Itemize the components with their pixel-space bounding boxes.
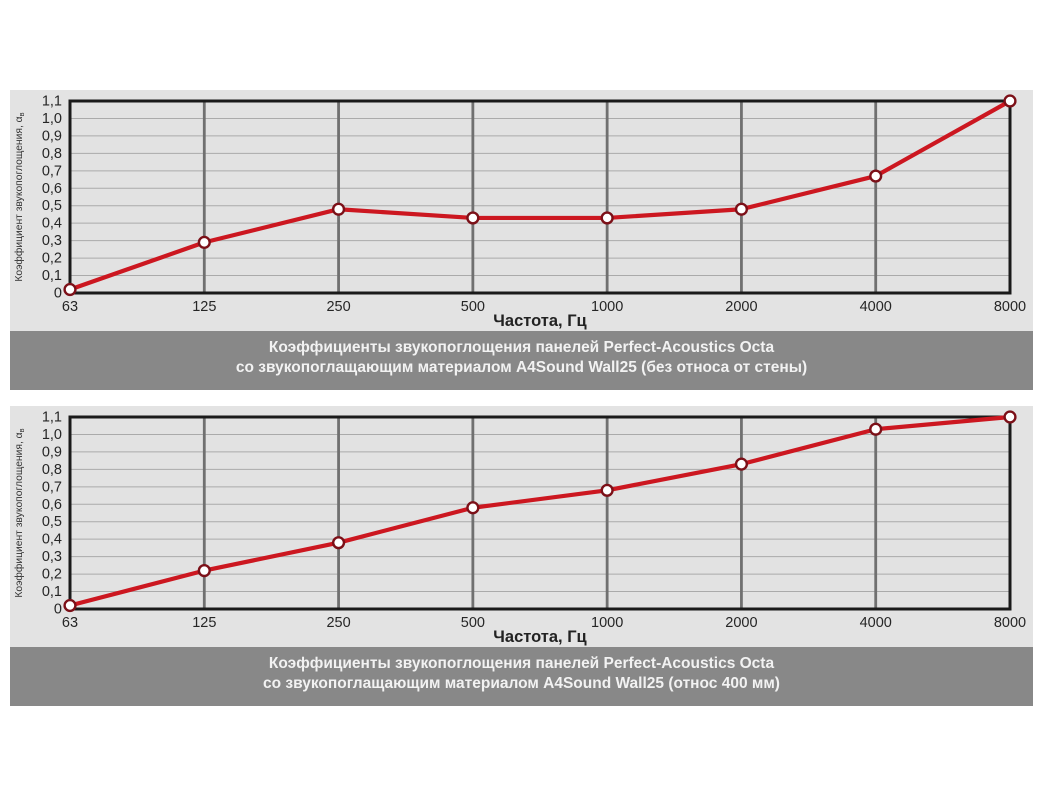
svg-text:250: 250 bbox=[326, 299, 350, 315]
svg-text:500: 500 bbox=[461, 615, 485, 631]
svg-text:8000: 8000 bbox=[994, 299, 1026, 315]
svg-text:0,6: 0,6 bbox=[42, 497, 62, 513]
svg-text:Частота, Гц: Частота, Гц bbox=[493, 312, 586, 330]
svg-text:0,7: 0,7 bbox=[42, 479, 62, 495]
svg-text:Частота, Гц: Частота, Гц bbox=[493, 628, 586, 646]
svg-text:4000: 4000 bbox=[860, 615, 892, 631]
svg-text:0,3: 0,3 bbox=[42, 549, 62, 565]
svg-text:0,6: 0,6 bbox=[42, 181, 62, 197]
svg-text:0: 0 bbox=[54, 602, 62, 618]
svg-text:0,4: 0,4 bbox=[42, 532, 62, 548]
svg-text:4000: 4000 bbox=[860, 299, 892, 315]
svg-text:0,1: 0,1 bbox=[42, 584, 62, 600]
svg-text:1,1: 1,1 bbox=[42, 94, 62, 110]
svg-text:0,9: 0,9 bbox=[42, 444, 62, 460]
svg-text:0,4: 0,4 bbox=[42, 216, 62, 232]
svg-text:125: 125 bbox=[192, 615, 216, 631]
svg-text:8000: 8000 bbox=[994, 615, 1026, 631]
svg-text:1,0: 1,0 bbox=[42, 111, 62, 127]
svg-text:0,8: 0,8 bbox=[42, 462, 62, 478]
svg-text:63: 63 bbox=[62, 615, 78, 631]
svg-text:1,1: 1,1 bbox=[42, 410, 62, 426]
svg-text:0,7: 0,7 bbox=[42, 163, 62, 179]
svg-text:0,9: 0,9 bbox=[42, 128, 62, 144]
svg-text:0,3: 0,3 bbox=[42, 233, 62, 249]
svg-text:63: 63 bbox=[62, 299, 78, 315]
svg-text:1000: 1000 bbox=[591, 615, 623, 631]
svg-text:0,1: 0,1 bbox=[42, 268, 62, 284]
svg-text:Коэффициент звукопоглощения, α: Коэффициент звукопоглощения, αв bbox=[13, 112, 26, 281]
svg-text:2000: 2000 bbox=[725, 299, 757, 315]
svg-text:0: 0 bbox=[54, 286, 62, 302]
svg-text:0,2: 0,2 bbox=[42, 251, 62, 267]
svg-text:0,5: 0,5 bbox=[42, 514, 62, 530]
svg-text:0,8: 0,8 bbox=[42, 146, 62, 162]
svg-text:1,0: 1,0 bbox=[42, 427, 62, 443]
svg-text:500: 500 bbox=[461, 299, 485, 315]
svg-text:Коэффициент звукопоглощения, α: Коэффициент звукопоглощения, αв bbox=[13, 428, 26, 597]
svg-text:2000: 2000 bbox=[725, 615, 757, 631]
svg-text:0,5: 0,5 bbox=[42, 198, 62, 214]
svg-text:125: 125 bbox=[192, 299, 216, 315]
svg-text:0,2: 0,2 bbox=[42, 567, 62, 583]
svg-text:1000: 1000 bbox=[591, 299, 623, 315]
svg-text:250: 250 bbox=[326, 615, 350, 631]
